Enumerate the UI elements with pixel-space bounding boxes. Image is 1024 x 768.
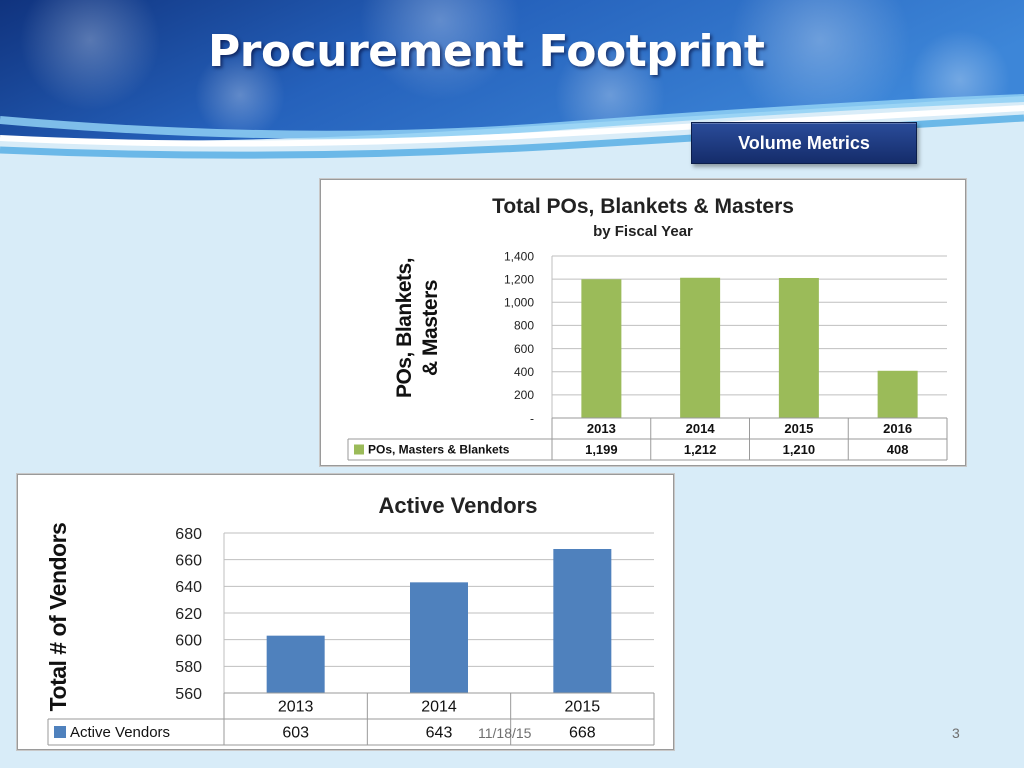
data-value-label: 1,210 <box>783 442 816 457</box>
y-tick-label: 1,200 <box>504 272 534 286</box>
y-tick-label: 600 <box>175 632 202 649</box>
y-tick-label: 580 <box>175 659 202 676</box>
page-number: 3 <box>952 725 960 741</box>
chart-subtitle: by Fiscal Year <box>593 223 693 240</box>
category-label: 2013 <box>587 421 616 436</box>
y-tick-label: 560 <box>175 686 202 703</box>
y-axis-label-line: & Masters <box>419 280 442 376</box>
y-axis-label: Total # of Vendors <box>45 523 71 712</box>
bar-2016 <box>877 370 918 418</box>
y-tick-label: 200 <box>514 388 534 402</box>
y-axis-label: POs, Blankets, & Masters <box>393 258 442 398</box>
legend-key <box>54 726 66 738</box>
bar-2015 <box>553 549 612 693</box>
data-value-label: 643 <box>426 725 453 742</box>
volume-metrics-badge: Volume Metrics <box>691 122 917 164</box>
legend-key <box>354 444 364 455</box>
y-tick-label: 680 <box>175 526 202 543</box>
data-value-label: 1,199 <box>585 442 618 457</box>
category-label: 2015 <box>565 699 601 716</box>
y-tick-label: 1,000 <box>504 296 534 310</box>
bar-2013 <box>266 635 325 693</box>
y-axis-label-line: POs, Blankets, <box>393 258 416 398</box>
header-banner <box>0 0 1024 159</box>
category-label: 2013 <box>278 699 314 716</box>
chart-title: Active Vendors <box>379 493 538 518</box>
y-tick-label: 660 <box>175 552 202 569</box>
y-tick-label: 1,400 <box>504 249 534 263</box>
bar-2014 <box>680 277 721 418</box>
vendors-chart: Active Vendors Total # of Vendors 560 580 60… <box>45 493 655 746</box>
bar-2014 <box>410 582 468 693</box>
y-tick-label: 800 <box>514 319 534 333</box>
y-tick-label: 400 <box>514 365 534 379</box>
y-axis-label-line: Total # of Vendors <box>45 523 71 712</box>
legend-label: Active Vendors <box>70 724 170 741</box>
bar-2015 <box>778 277 819 418</box>
legend-label: POs, Masters & Blankets <box>368 443 510 457</box>
category-label: 2014 <box>686 421 716 436</box>
data-value-label: 668 <box>569 725 596 742</box>
vendors-chart-panel: Active Vendors Total # of Vendors 560 580 60… <box>17 474 674 750</box>
category-label: 2015 <box>784 421 813 436</box>
y-tick-label: - <box>530 411 534 425</box>
category-label: 2014 <box>421 699 457 716</box>
category-label: 2016 <box>883 421 912 436</box>
y-tick-label: 640 <box>175 579 202 596</box>
slide-title: Procurement Footprint <box>208 26 765 77</box>
data-value-label: 1,212 <box>684 442 717 457</box>
footer-date: 11/18/15 <box>478 725 532 741</box>
y-tick-label: 600 <box>514 342 534 356</box>
pos-chart-panel: Total POs, Blankets & Masters by Fiscal Y… <box>320 179 966 466</box>
y-tick-label: 620 <box>175 606 202 623</box>
bar-2013 <box>581 279 622 418</box>
chart-title: Total POs, Blankets & Masters <box>492 195 794 218</box>
data-value-label: 603 <box>282 725 309 742</box>
data-value-label: 408 <box>887 442 909 457</box>
pos-chart: Total POs, Blankets & Masters by Fiscal Y… <box>347 195 948 461</box>
